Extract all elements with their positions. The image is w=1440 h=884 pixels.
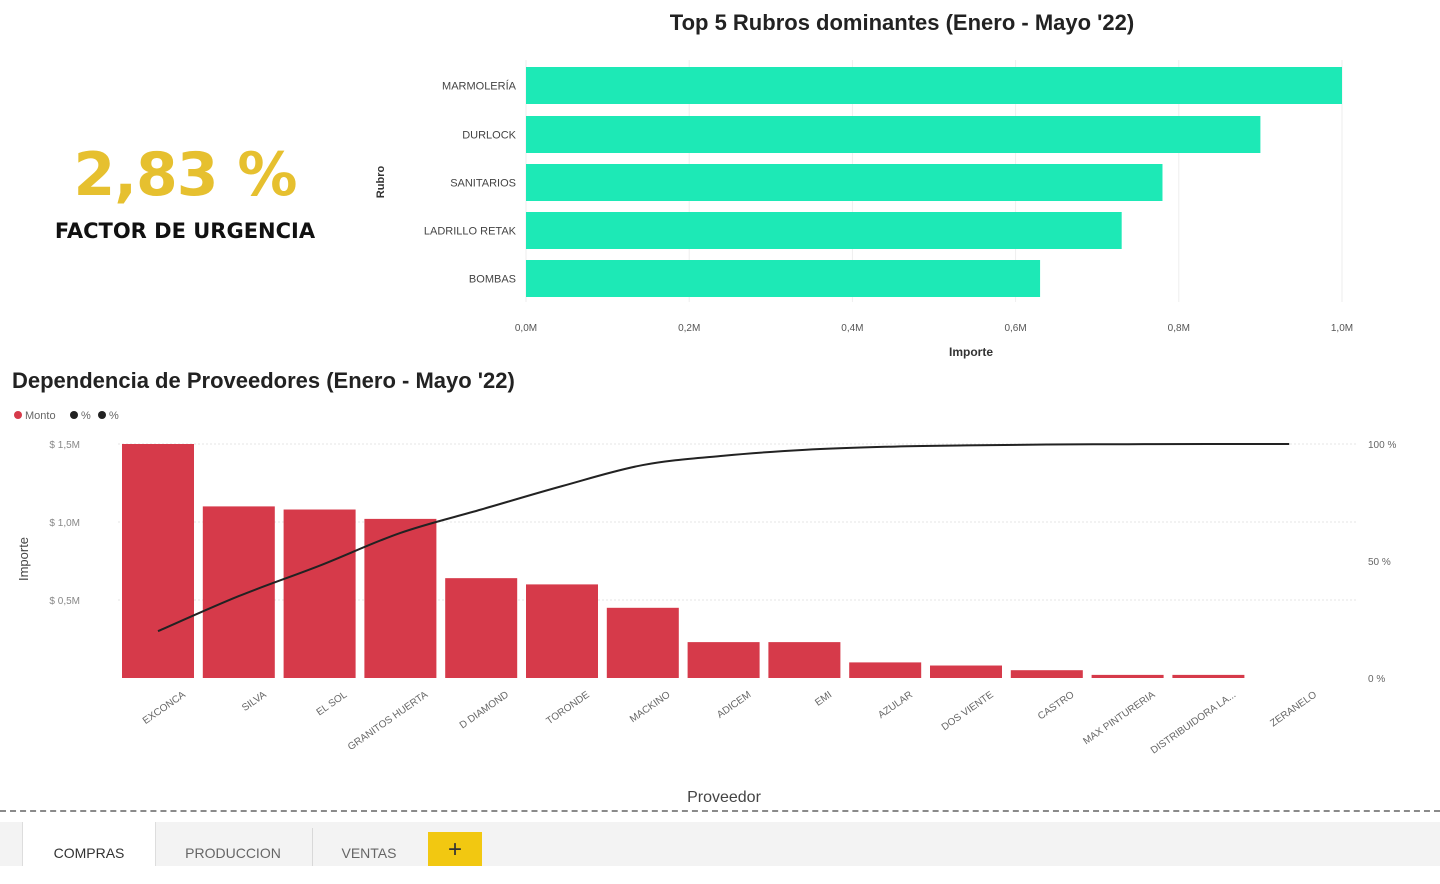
proveedor-bar[interactable]	[1091, 674, 1164, 678]
add-page-button[interactable]: +	[428, 832, 482, 866]
y-tick-label: $ 0,5M	[49, 596, 80, 607]
proveedor-category-label: EXCONCA	[141, 689, 188, 727]
proveedor-category-label: GRANITOS HUERTA	[346, 689, 430, 753]
legend-marker	[70, 411, 78, 419]
legend-marker	[14, 411, 22, 419]
proveedor-bar[interactable]	[202, 506, 275, 678]
proveedor-category-label: D DIAMOND	[458, 689, 511, 731]
proveedores-chart[interactable]: Dependencia de Proveedores (Enero - Mayo…	[0, 364, 1440, 806]
proveedor-bar[interactable]	[849, 662, 922, 678]
proveedor-category-label: MAX PINTURERIA	[1081, 689, 1157, 747]
y-tick-label: $ 1,0M	[49, 518, 80, 529]
rubro-category-label: DURLOCK	[462, 130, 516, 142]
proveedor-bar[interactable]	[687, 642, 760, 678]
proveedor-bar[interactable]	[526, 584, 598, 678]
tab-separator	[312, 828, 313, 866]
proveedor-category-label: EL SOL	[315, 689, 350, 718]
top-rubros-chart[interactable]: Top 5 Rubros dominantes (Enero - Mayo '2…	[360, 0, 1440, 372]
proveedor-bar[interactable]	[283, 509, 356, 678]
legend-label: %	[81, 410, 91, 422]
rubro-category-label: LADRILLO RETAK	[424, 226, 517, 238]
rubro-category-label: SANITARIOS	[450, 178, 516, 190]
proveedor-bar[interactable]	[1172, 674, 1245, 678]
x-tick-label: 1,0M	[1331, 323, 1353, 334]
tab-compras[interactable]: COMPRAS	[22, 822, 156, 866]
x-tick-label: 0,6M	[1004, 323, 1026, 334]
proveedor-bar[interactable]	[930, 665, 1002, 678]
proveedor-category-label: EMI	[813, 689, 834, 708]
y2-tick-label: 0 %	[1368, 674, 1385, 685]
legend-label: Monto	[25, 410, 56, 422]
page-tab-bar: COMPRAS PRODUCCION VENTAS +	[0, 822, 1440, 866]
proveedor-category-label: TORONDE	[545, 689, 592, 727]
cumulative-percent-line	[157, 442, 1290, 633]
plus-icon: +	[447, 836, 462, 863]
rubro-bar[interactable]	[526, 260, 1041, 297]
y2-tick-label: 100 %	[1368, 440, 1396, 451]
proveedor-bar[interactable]	[445, 578, 518, 678]
rubro-category-label: BOMBAS	[469, 274, 516, 286]
rubro-category-label: MARMOLERÍA	[442, 80, 517, 93]
proveedor-category-label: CASTRO	[1036, 689, 1077, 722]
proveedor-category-label: SILVA	[240, 689, 269, 714]
proveedor-bar[interactable]	[768, 642, 841, 678]
top-rubros-title: Top 5 Rubros dominantes (Enero - Mayo '2…	[670, 10, 1134, 35]
rubro-bar[interactable]	[526, 116, 1261, 153]
proveedor-category-label: ADICEM	[715, 689, 753, 720]
proveedor-category-label: DISTRIBUIDORA LA...	[1149, 689, 1238, 756]
rubro-bar[interactable]	[526, 164, 1163, 201]
tab-ventas[interactable]: VENTAS	[341, 845, 397, 861]
proveedor-category-label: MACKINO	[628, 689, 673, 725]
proveedor-category-label: AZULAR	[876, 689, 915, 721]
urgency-factor-label: FACTOR DE URGENCIA	[54, 219, 316, 243]
proveedores-y-axis-title: Importe	[16, 537, 31, 581]
proveedor-bar[interactable]	[364, 518, 437, 678]
proveedor-bar[interactable]	[1010, 670, 1083, 678]
y2-tick-label: 50 %	[1368, 557, 1391, 568]
x-tick-label: 0,2M	[678, 323, 700, 334]
top-rubros-y-axis-title: Rubro	[375, 166, 387, 199]
proveedor-bar[interactable]	[122, 444, 194, 678]
page-divider	[0, 810, 1440, 812]
x-tick-label: 0,4M	[841, 323, 863, 334]
proveedor-category-label: ZERANELO	[1268, 689, 1319, 729]
urgency-factor-value: 2,83 %	[73, 140, 297, 210]
proveedor-category-label: DOS VIENTE	[940, 689, 996, 733]
proveedores-x-axis-title: Proveedor	[687, 789, 761, 806]
tab-produccion[interactable]: PRODUCCION	[185, 845, 281, 861]
legend-label: %	[109, 410, 119, 422]
y-tick-label: $ 1,5M	[49, 440, 80, 451]
proveedores-title: Dependencia de Proveedores (Enero - Mayo…	[12, 368, 515, 393]
x-tick-label: 0,0M	[515, 323, 537, 334]
proveedor-bar[interactable]	[606, 607, 679, 678]
rubro-bar[interactable]	[526, 67, 1342, 104]
top-rubros-x-axis-title: Importe	[949, 345, 993, 359]
rubro-bar[interactable]	[526, 212, 1122, 249]
x-tick-label: 0,8M	[1168, 323, 1190, 334]
legend-marker	[98, 411, 106, 419]
